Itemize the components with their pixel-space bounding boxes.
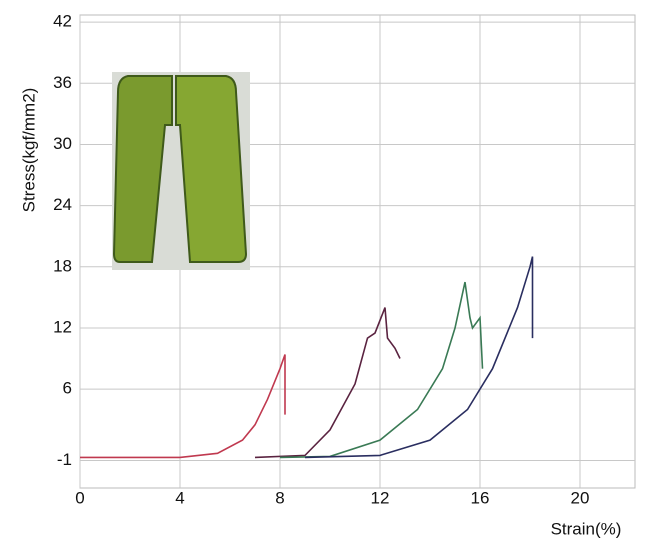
inset-photo (112, 72, 250, 270)
y-axis-label: Stress(kgf/mm2) (19, 88, 38, 213)
y-tick-label: 42 (53, 12, 72, 31)
x-axis-label: Strain(%) (551, 519, 622, 538)
y-tick-label: -1 (57, 450, 72, 469)
y-tick-label: 6 (63, 379, 72, 398)
data-line (80, 354, 286, 459)
x-tick-label: 20 (571, 488, 590, 507)
x-tick-label: 4 (175, 488, 184, 507)
y-tick-label: 24 (53, 195, 72, 214)
data-line (304, 256, 534, 459)
data-line (254, 307, 401, 459)
specimen-right (175, 75, 248, 263)
x-tick-label: 0 (75, 488, 84, 507)
y-tick-label: 12 (53, 317, 72, 336)
x-tick-label: 16 (471, 488, 490, 507)
y-tick-label: 30 (53, 134, 72, 153)
x-tick-label: 12 (371, 488, 390, 507)
data-line (279, 281, 484, 459)
y-tick-label: 18 (53, 256, 72, 275)
specimen-left (112, 75, 173, 263)
y-tick-label: 36 (53, 73, 72, 92)
x-tick-label: 8 (275, 488, 284, 507)
